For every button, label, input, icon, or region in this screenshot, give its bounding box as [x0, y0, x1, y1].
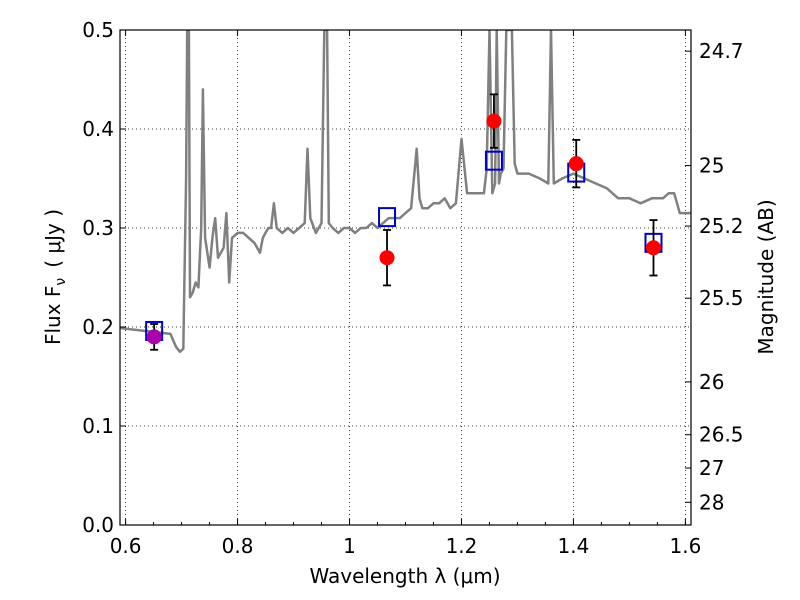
y-axis-label-main: Flux F	[41, 286, 65, 345]
x-axis-label: Wavelength λ (μm)	[309, 564, 500, 588]
observed-flux-point	[486, 113, 502, 129]
observed-flux-point	[568, 156, 584, 172]
y-axis-label-unit: ( μJy )	[41, 209, 65, 268]
x-tick-label: 1	[343, 534, 356, 558]
model-spectrum-line	[120, 30, 691, 354]
ticks	[120, 29, 691, 526]
x-tick-label: 1.6	[669, 534, 701, 558]
data-layer	[120, 30, 691, 354]
mag-tick-label: 26.5	[699, 423, 744, 447]
observed-flux-point	[645, 240, 661, 256]
plot-area	[119, 29, 692, 526]
y-axis-label-sub: ν	[53, 278, 69, 286]
observed-flux-point	[379, 250, 395, 266]
mag-tick-label: 25	[699, 154, 724, 178]
grid	[120, 29, 691, 526]
y-tick-label: 0.0	[82, 513, 114, 537]
mag-tick-label: 25.2	[699, 214, 744, 238]
model-flux-square	[378, 207, 397, 228]
mag-tick-label: 28	[699, 490, 724, 514]
observed-flux-point	[146, 329, 162, 345]
y-tick-label: 0.1	[82, 414, 114, 438]
x-tick-label: 0.8	[222, 534, 254, 558]
y-tick-label: 0.3	[82, 216, 114, 240]
mag-tick-label: 26	[699, 370, 724, 394]
y2-axis-label: Magnitude (AB)	[754, 199, 778, 354]
y-tick-label: 0.2	[82, 315, 114, 339]
mag-tick-label: 25.5	[699, 286, 744, 310]
y-tick-label: 0.5	[82, 18, 114, 42]
mag-tick-label: 27	[699, 456, 724, 480]
x-tick-label: 1.2	[446, 534, 478, 558]
y-tick-label: 0.4	[82, 117, 114, 141]
plot-frame	[120, 30, 691, 525]
x-tick-label: 0.6	[110, 534, 142, 558]
model-flux-square	[484, 150, 503, 171]
mag-tick-label: 24.7	[699, 39, 744, 63]
x-tick-label: 1.4	[558, 534, 590, 558]
y-axis-label: Flux Fν ( μJy )	[41, 209, 69, 345]
